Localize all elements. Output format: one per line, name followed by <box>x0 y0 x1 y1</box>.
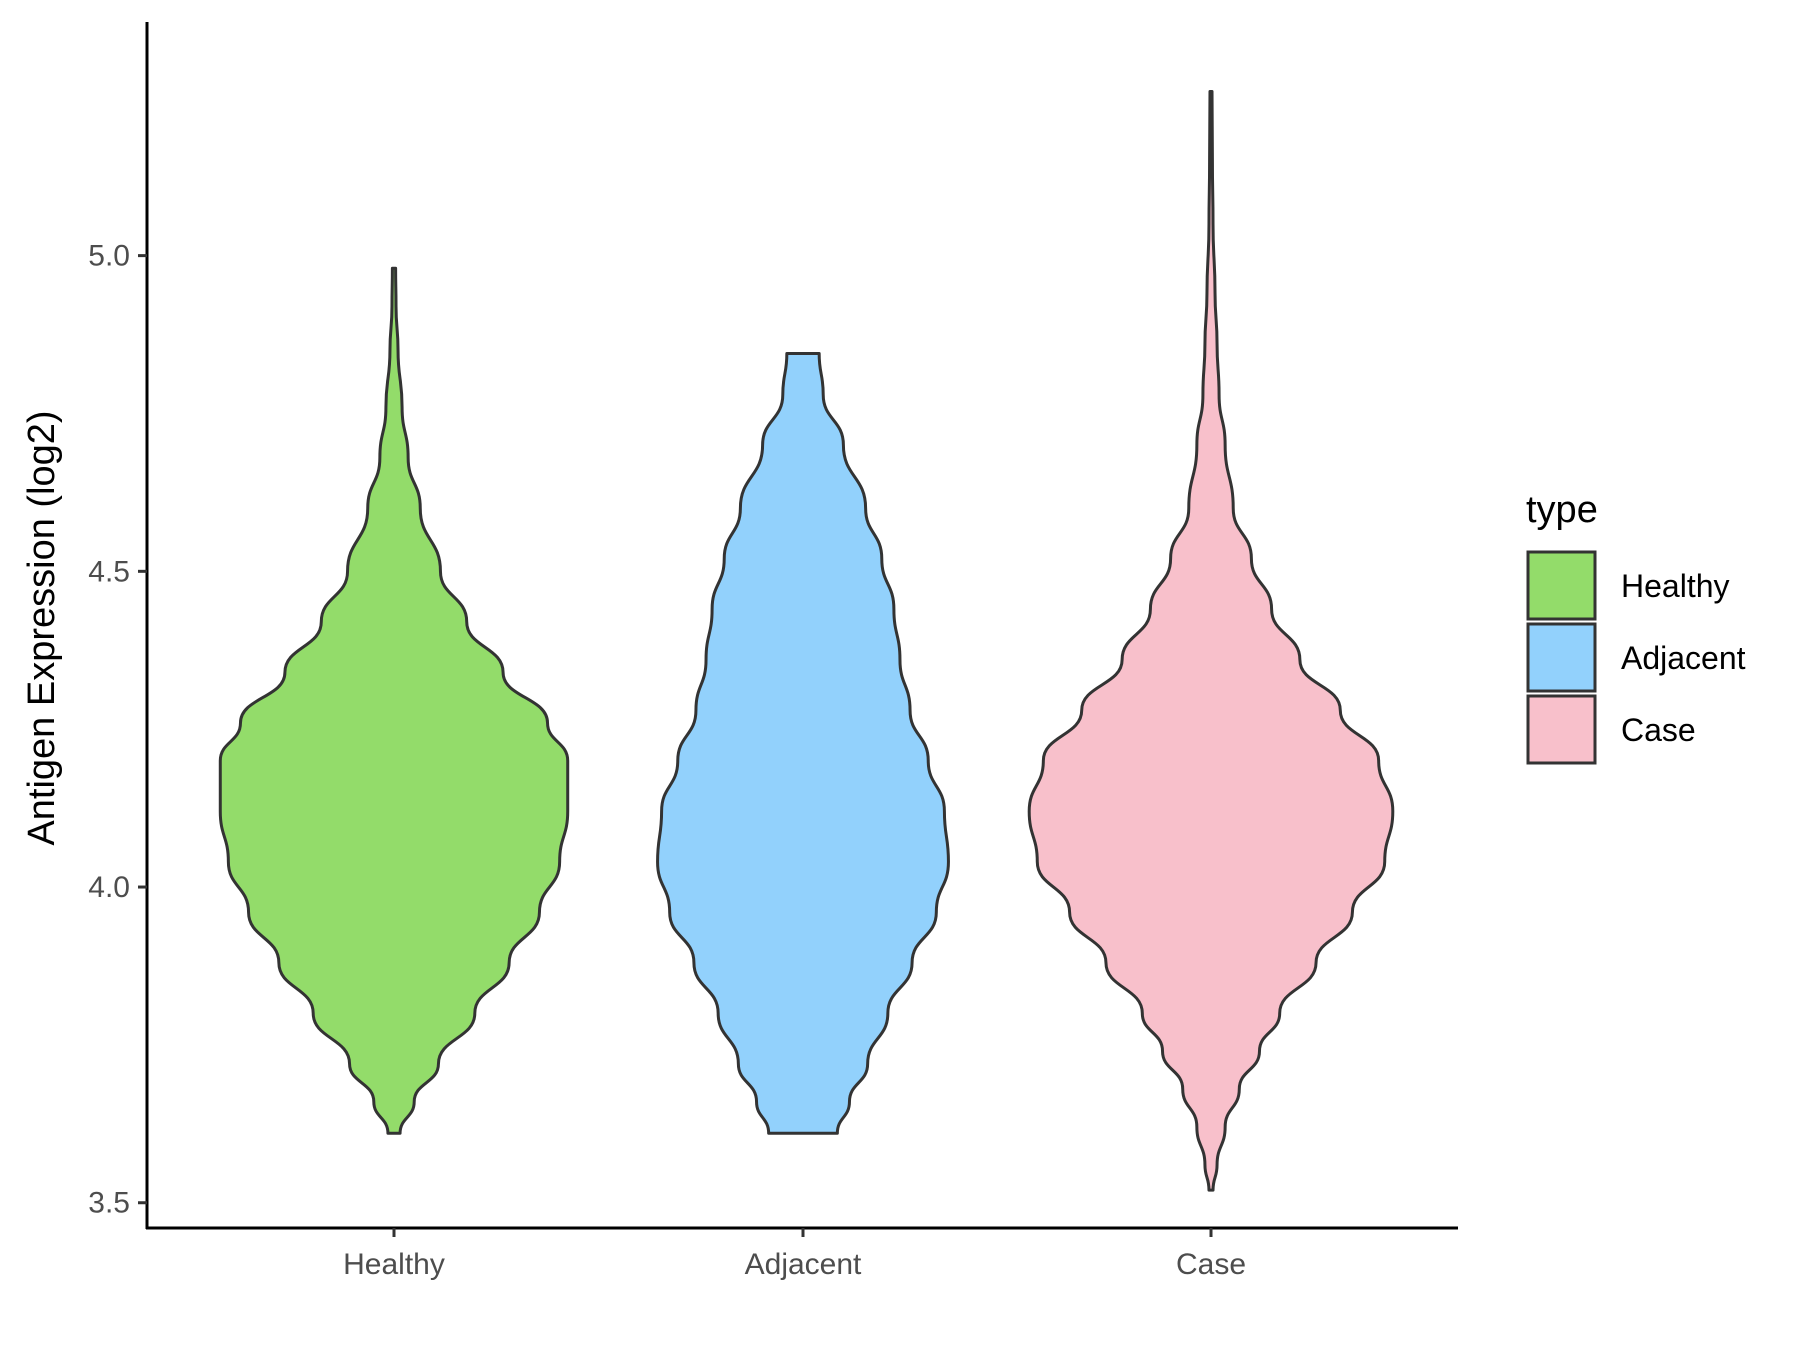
legend-label-case: Case <box>1621 712 1696 748</box>
legend-key-healthy <box>1526 550 1597 621</box>
legend-title: type <box>1526 489 1598 531</box>
violin-case <box>1027 89 1395 1192</box>
violins <box>218 89 1395 1192</box>
legend-label-healthy: Healthy <box>1621 568 1730 604</box>
violin-adjacent <box>656 351 950 1135</box>
y-axis-title: Antigen Expression (log2) <box>21 410 63 845</box>
legend-key-adjacent <box>1526 622 1597 693</box>
x-tick-label: Adjacent <box>745 1248 862 1281</box>
violin-healthy <box>218 266 570 1135</box>
y-tick-label: 5.0 <box>88 240 130 273</box>
x-tick-label: Healthy <box>343 1248 445 1281</box>
legend-items: Healthy Adjacent Case <box>1526 550 1746 765</box>
y-ticks: 3.5 4.0 4.5 5.0 <box>88 240 147 1220</box>
y-tick-label: 4.0 <box>88 871 130 904</box>
legend: type Healthy Adjacent Case <box>1526 489 1746 765</box>
legend-label-adjacent: Adjacent <box>1621 640 1746 676</box>
y-tick-label: 4.5 <box>88 555 130 588</box>
x-tick-label: Case <box>1176 1248 1246 1281</box>
legend-key-case <box>1526 694 1597 765</box>
y-tick-label: 3.5 <box>88 1187 130 1220</box>
x-ticks: Healthy Adjacent Case <box>343 1228 1246 1281</box>
